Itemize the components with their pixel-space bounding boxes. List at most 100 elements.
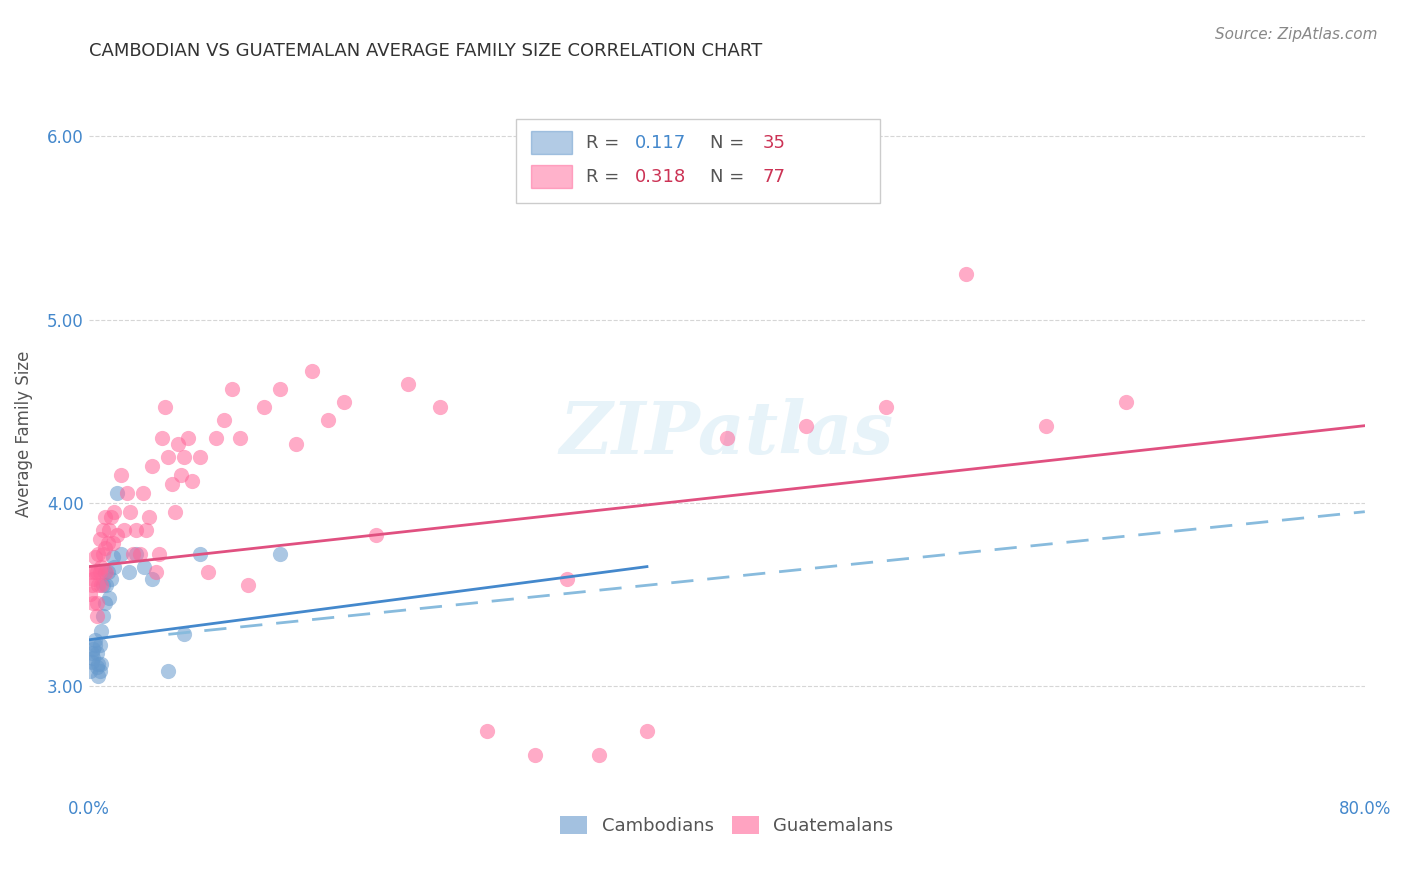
Point xyxy=(132,486,155,500)
Point xyxy=(84,632,107,647)
Point xyxy=(97,536,120,550)
Point xyxy=(80,655,103,669)
Point xyxy=(197,565,219,579)
Point xyxy=(89,532,111,546)
Point xyxy=(82,596,104,610)
Point xyxy=(269,547,291,561)
Point xyxy=(87,669,110,683)
Point xyxy=(176,432,198,446)
Point xyxy=(91,523,114,537)
Point xyxy=(396,376,419,391)
Point xyxy=(98,523,121,537)
Point xyxy=(173,627,195,641)
Point xyxy=(150,432,173,446)
Point xyxy=(86,646,108,660)
Point xyxy=(93,510,115,524)
Point xyxy=(80,565,103,579)
Point xyxy=(98,591,121,605)
Point xyxy=(101,550,124,565)
Text: R =: R = xyxy=(586,134,626,152)
Point xyxy=(157,450,180,464)
Point xyxy=(163,505,186,519)
Point xyxy=(229,432,252,446)
Point xyxy=(87,578,110,592)
Point xyxy=(84,638,107,652)
Point xyxy=(134,559,156,574)
Point xyxy=(80,646,103,660)
Point xyxy=(79,664,101,678)
Point xyxy=(80,578,103,592)
Point xyxy=(181,474,204,488)
Point xyxy=(316,413,339,427)
Point xyxy=(141,458,163,473)
Point xyxy=(188,450,211,464)
Point xyxy=(93,565,115,579)
Point xyxy=(110,547,132,561)
Point xyxy=(103,559,125,574)
FancyBboxPatch shape xyxy=(531,165,572,188)
Point xyxy=(141,573,163,587)
Point xyxy=(112,523,135,537)
Point xyxy=(1035,418,1057,433)
Point xyxy=(555,573,578,587)
Point xyxy=(333,395,356,409)
Point xyxy=(90,559,112,574)
Point xyxy=(100,510,122,524)
Point xyxy=(125,547,148,561)
Point xyxy=(364,528,387,542)
Text: 77: 77 xyxy=(762,168,786,186)
Point xyxy=(636,724,658,739)
Point xyxy=(91,609,114,624)
Text: 0.318: 0.318 xyxy=(636,168,686,186)
Point xyxy=(87,547,110,561)
Point xyxy=(153,401,176,415)
Point xyxy=(96,565,118,579)
Point xyxy=(103,505,125,519)
Point xyxy=(429,401,451,415)
Point xyxy=(301,364,323,378)
Point xyxy=(157,664,180,678)
Text: N =: N = xyxy=(710,168,751,186)
FancyBboxPatch shape xyxy=(516,120,880,202)
Text: R =: R = xyxy=(586,168,626,186)
Point xyxy=(796,418,818,433)
Text: 35: 35 xyxy=(762,134,786,152)
Point xyxy=(173,450,195,464)
Text: ZIPatlas: ZIPatlas xyxy=(560,399,894,469)
FancyBboxPatch shape xyxy=(531,131,572,154)
Text: CAMBODIAN VS GUATEMALAN AVERAGE FAMILY SIZE CORRELATION CHART: CAMBODIAN VS GUATEMALAN AVERAGE FAMILY S… xyxy=(89,42,762,60)
Point xyxy=(221,382,243,396)
Point xyxy=(110,468,132,483)
Point xyxy=(188,547,211,561)
Point xyxy=(86,565,108,579)
Point xyxy=(86,660,108,674)
Point xyxy=(90,657,112,671)
Point xyxy=(145,565,167,579)
Point xyxy=(105,486,128,500)
Point xyxy=(167,437,190,451)
Text: N =: N = xyxy=(710,134,751,152)
Point xyxy=(89,664,111,678)
Point xyxy=(524,748,547,763)
Point xyxy=(87,657,110,671)
Point xyxy=(588,748,610,763)
Point xyxy=(97,565,120,579)
Legend: Cambodians, Guatemalans: Cambodians, Guatemalans xyxy=(551,806,903,844)
Point xyxy=(82,573,104,587)
Point xyxy=(91,547,114,561)
Point xyxy=(96,578,118,592)
Point xyxy=(253,401,276,415)
Point xyxy=(212,413,235,427)
Y-axis label: Average Family Size: Average Family Size xyxy=(15,351,32,517)
Point xyxy=(82,651,104,665)
Point xyxy=(120,505,142,519)
Point xyxy=(117,565,139,579)
Point xyxy=(148,547,170,561)
Point xyxy=(125,523,148,537)
Point xyxy=(90,578,112,592)
Point xyxy=(160,477,183,491)
Point xyxy=(91,578,114,592)
Point xyxy=(105,528,128,542)
Point xyxy=(89,565,111,579)
Point xyxy=(115,486,138,500)
